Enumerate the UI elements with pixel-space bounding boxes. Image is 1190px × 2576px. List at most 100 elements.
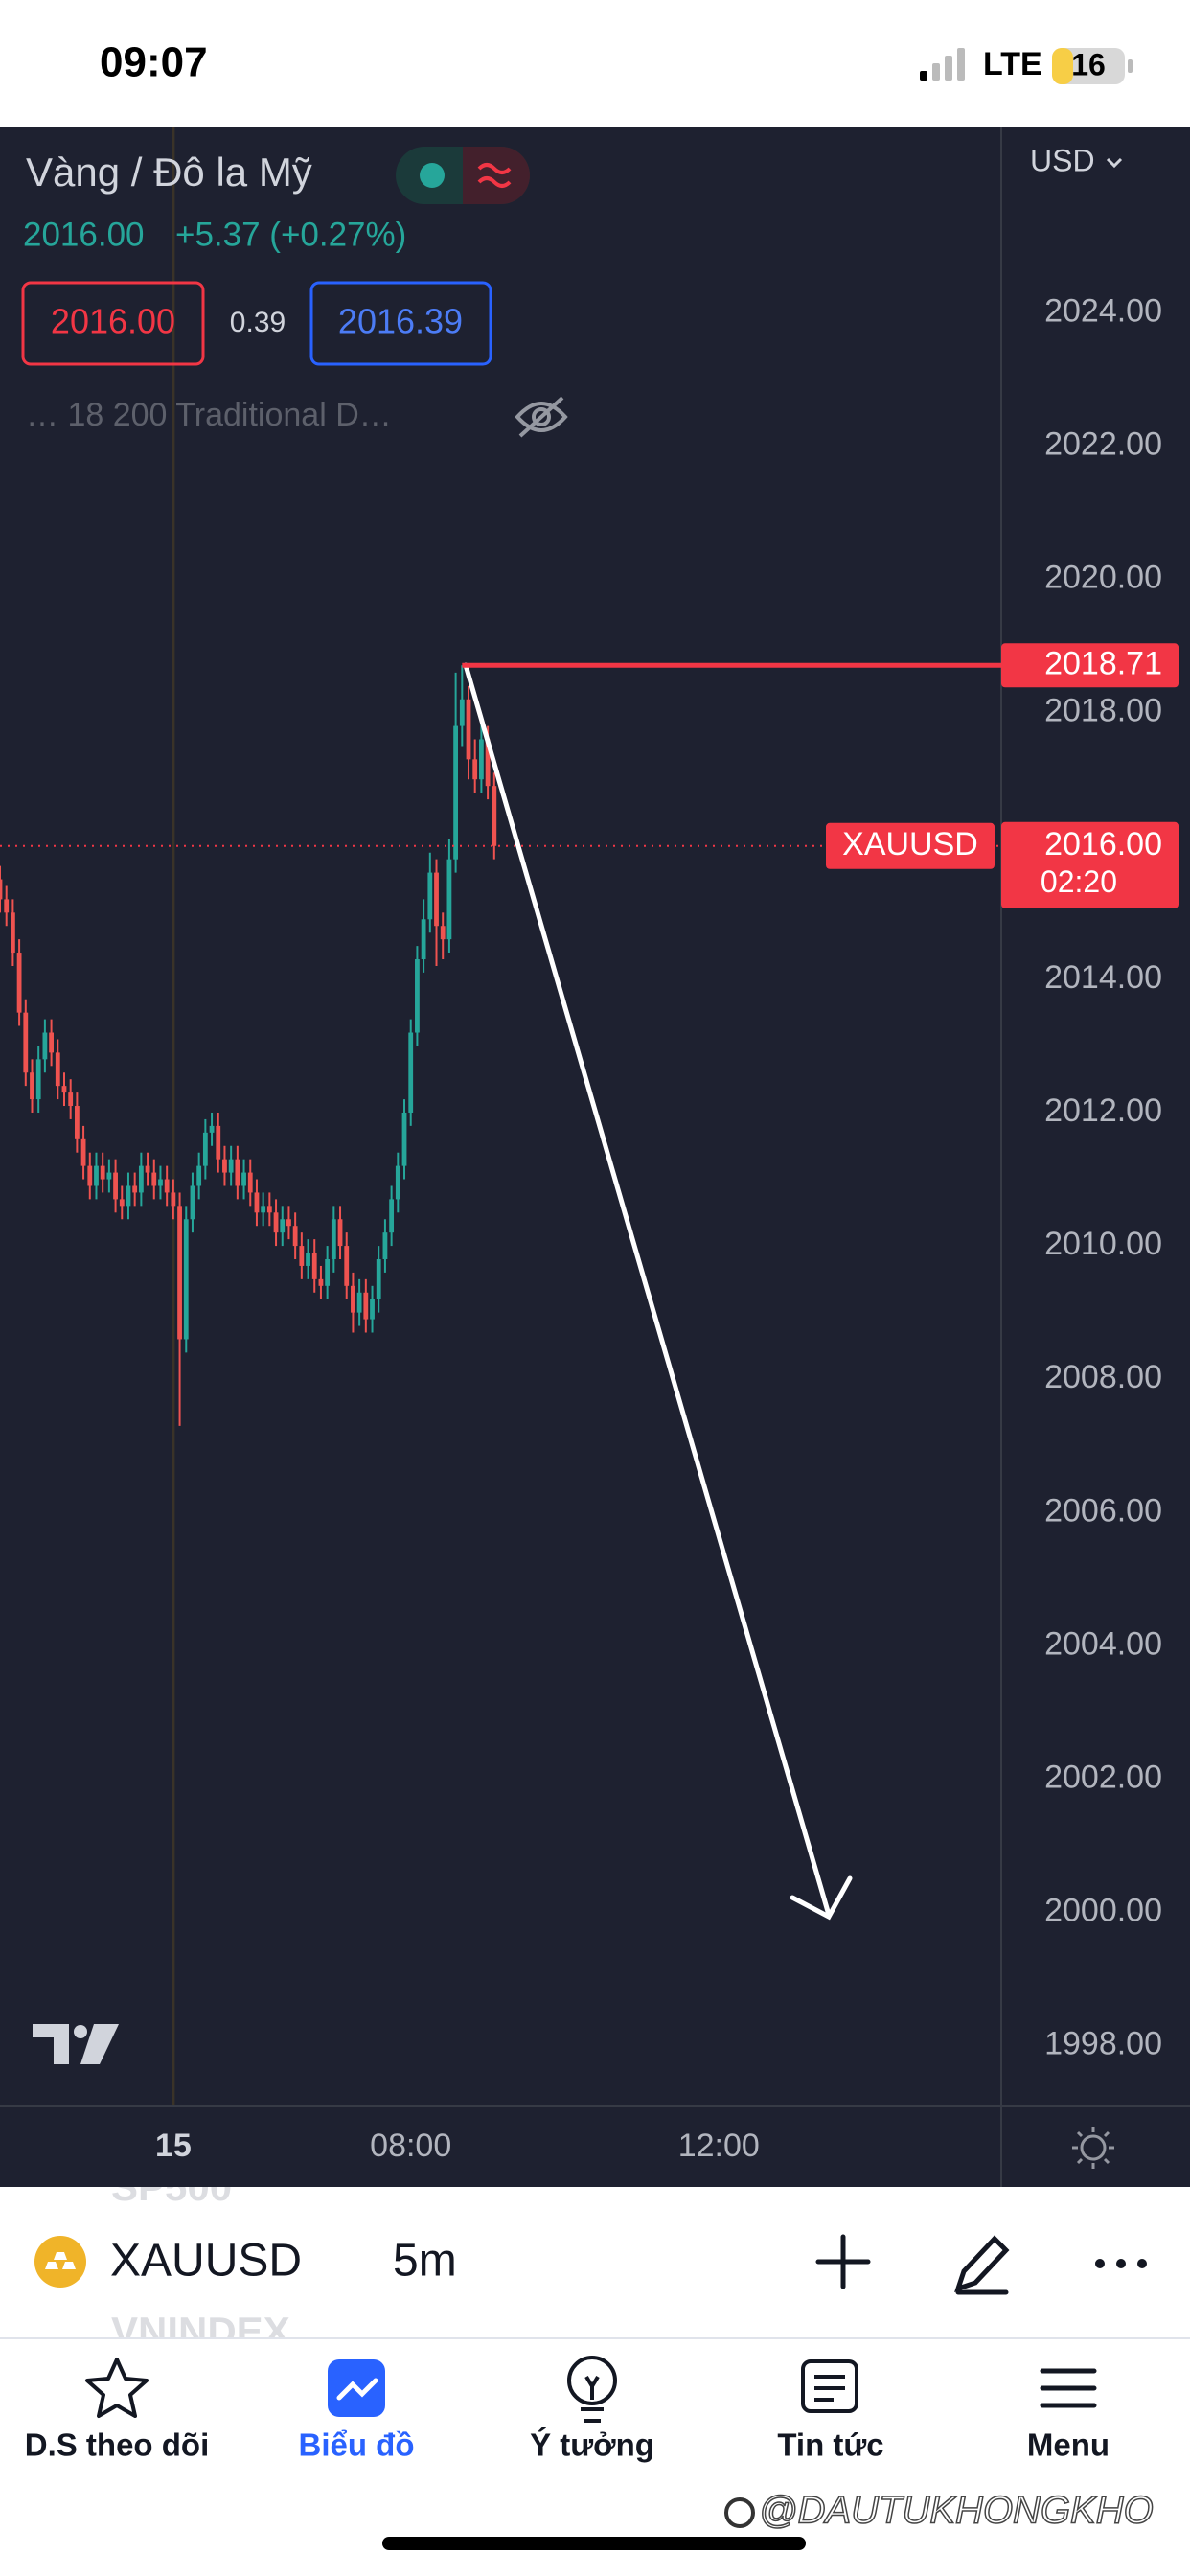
candle-body <box>376 1258 381 1300</box>
candle-body <box>228 1159 234 1173</box>
candle-layer <box>0 665 1001 1426</box>
home-indicator <box>382 2537 806 2550</box>
candle-body <box>466 699 471 760</box>
symbol-title[interactable]: Vàng / Đô la Mỹ <box>26 150 312 195</box>
bid-price: 2016.00 <box>51 302 175 341</box>
candle-body <box>183 1219 189 1340</box>
candle-body <box>453 725 459 860</box>
candle-body <box>247 1172 253 1193</box>
candle-body <box>389 1199 395 1233</box>
candle-body <box>209 1125 215 1133</box>
candle-body <box>164 1179 170 1193</box>
candle-body <box>216 1125 221 1160</box>
y-tick-label: 2004.00 <box>1044 1625 1162 1662</box>
candle-body <box>158 1179 163 1186</box>
last-price-label: 2016.00 <box>1044 826 1162 862</box>
y-tick-label: 2022.00 <box>1044 426 1162 462</box>
market-open-dot <box>420 163 445 188</box>
candle-body <box>299 1246 305 1266</box>
candle-body <box>113 1172 118 1200</box>
candle-body <box>16 953 22 1013</box>
candle-body <box>241 1172 246 1186</box>
background-item: VNINDEX <box>111 2309 290 2354</box>
watermark-text: @DAUTUKHONGKHO <box>759 2490 1154 2532</box>
candle-body <box>145 1165 150 1173</box>
buy-button[interactable] <box>309 281 492 366</box>
signal-icon <box>920 48 965 80</box>
draw-button[interactable] <box>954 2235 1010 2295</box>
candle-body <box>306 1253 310 1266</box>
nav-label: Biểu đồ <box>299 2427 415 2463</box>
candle-body <box>94 1165 99 1186</box>
candle-body <box>266 1206 272 1213</box>
nav-item[interactable]: Ý tưởng <box>530 2356 654 2463</box>
candle-body <box>74 1106 80 1139</box>
toolbar-interval[interactable]: 5m <box>393 2236 457 2287</box>
background-item: SP500 <box>111 2164 232 2209</box>
candle-body <box>363 1292 369 1320</box>
candle-body <box>42 1032 48 1060</box>
y-tick-label: 1998.00 <box>1044 2026 1162 2062</box>
currency-label[interactable]: USD <box>1030 143 1095 177</box>
candle-body <box>106 1172 112 1180</box>
status-pill-right <box>463 147 530 204</box>
candle-body <box>395 1165 400 1200</box>
more-button[interactable] <box>1095 2259 1147 2268</box>
indicator-label[interactable]: … 18 200 Traditional D… <box>26 397 392 433</box>
candle-body <box>273 1212 279 1233</box>
sell-button[interactable] <box>21 281 205 366</box>
candle-body <box>61 1086 67 1093</box>
candle-body <box>196 1165 202 1186</box>
y-tick-label: 2014.00 <box>1044 959 1162 996</box>
nav-label: D.S theo dõi <box>25 2427 210 2463</box>
candle-body <box>49 1032 54 1053</box>
candle-body <box>177 1206 182 1340</box>
gold-bars <box>45 2252 76 2269</box>
axis-settings-icon[interactable] <box>1072 2127 1114 2169</box>
nav-item[interactable]: D.S theo dõi <box>25 2358 210 2463</box>
currency-chevron <box>1106 157 1123 169</box>
candle-body <box>151 1172 157 1186</box>
candle-body <box>337 1219 343 1247</box>
candle-body <box>80 1138 86 1166</box>
candle-body <box>492 786 497 846</box>
y-tick-label: 2006.00 <box>1044 1492 1162 1529</box>
candle-body <box>35 1059 41 1100</box>
candle-body <box>351 1285 355 1313</box>
candle-body <box>138 1165 144 1193</box>
candle-body <box>356 1292 362 1313</box>
hide-indicator-icon[interactable] <box>515 396 568 438</box>
candle-body <box>254 1192 260 1213</box>
candle-body <box>408 1032 414 1113</box>
candle-body <box>87 1165 93 1186</box>
spread: 0.39 <box>230 307 286 338</box>
candle-body <box>415 959 420 1033</box>
nav-item[interactable]: Biểu đồ <box>299 2359 415 2463</box>
nav-item[interactable]: Menu <box>1027 2368 1110 2463</box>
candle-body <box>344 1246 350 1286</box>
status-time: 09:07 <box>100 39 208 86</box>
trend-arrow[interactable] <box>463 662 853 1920</box>
delay-icon <box>477 163 512 188</box>
add-button[interactable] <box>815 2234 871 2289</box>
candle-body <box>126 1185 131 1207</box>
x-tick-label: 12:00 <box>678 2128 760 2164</box>
price-change: +5.37 (+0.27%) <box>175 216 406 253</box>
y-tick-label: 2024.00 <box>1044 292 1162 329</box>
candle-body <box>311 1253 317 1279</box>
chart-panel <box>0 127 1190 2187</box>
y-tick-label: 2020.00 <box>1044 560 1162 596</box>
candle-body <box>10 912 15 954</box>
candle-body <box>331 1219 336 1259</box>
candle-body <box>434 872 439 927</box>
candle-body <box>119 1199 125 1207</box>
candle-body <box>370 1299 375 1320</box>
y-tick-label: 2012.00 <box>1044 1092 1162 1129</box>
toolbar-symbol[interactable]: XAUUSD <box>110 2236 302 2287</box>
status-bar <box>0 0 1190 127</box>
nav-item[interactable]: Tin tức <box>777 2359 884 2463</box>
candle-body <box>235 1159 240 1186</box>
battery-level <box>1052 48 1073 84</box>
